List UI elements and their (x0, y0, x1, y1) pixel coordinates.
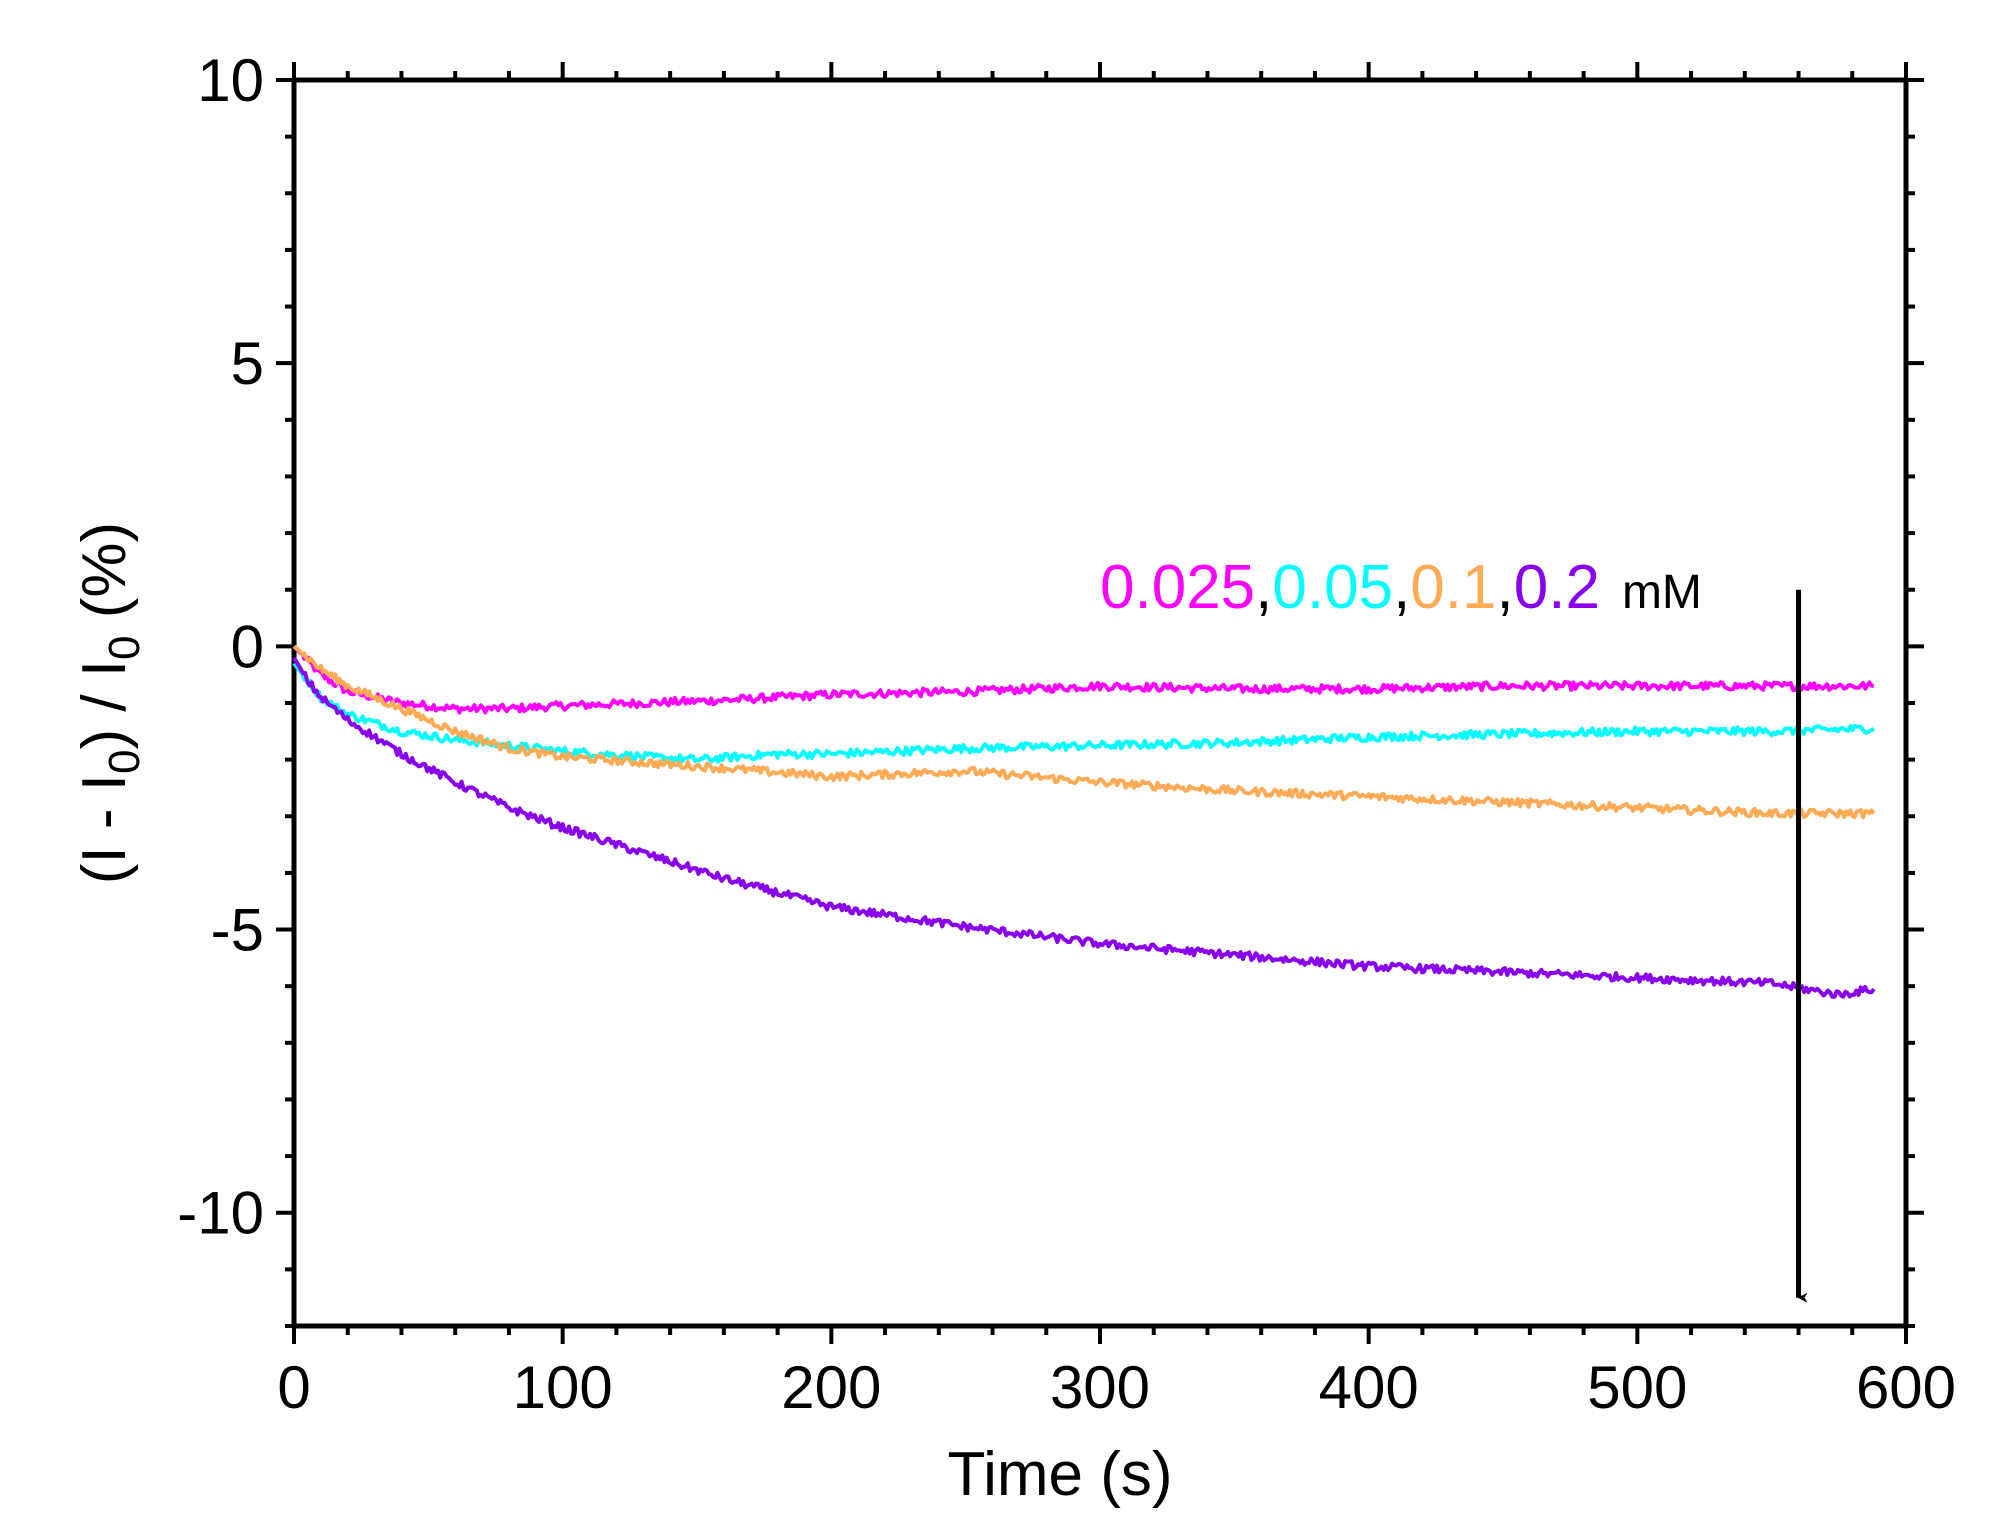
annotation-unit: mM (1622, 566, 1702, 619)
x-tick-labels: 0 100 200 300 400 500 600 (277, 1354, 1956, 1421)
x-tick-label: 400 (1319, 1354, 1419, 1421)
series-lines (292, 644, 1876, 999)
y-tick-label: 0 (231, 613, 264, 680)
series-line-0_1 (292, 644, 1876, 820)
y-axis-title: (I - I0) / I0 (%) (70, 522, 149, 884)
x-tick-label: 300 (1050, 1354, 1150, 1421)
y-tick-label: -5 (211, 897, 264, 964)
annotation-label: 0.1 (1410, 553, 1496, 622)
annotation-label: , (1393, 553, 1410, 622)
y-tick-label: -10 (177, 1180, 264, 1247)
x-tick-label: 200 (781, 1354, 881, 1421)
y-tick-label: 10 (197, 47, 264, 114)
y-tick-labels: 10 5 0 -5 -10 (177, 47, 264, 1247)
series-line-0_05 (292, 662, 1876, 764)
annotation-label: , (1497, 553, 1514, 622)
annotation-label: 0.2 (1514, 553, 1600, 622)
x-tick-label: 100 (513, 1354, 613, 1421)
x-tick-label: 500 (1587, 1354, 1687, 1421)
x-axis-title: Time (s) (948, 1440, 1173, 1509)
annotation-label: , (1255, 553, 1272, 622)
annotation-label: 0.025 (1100, 553, 1255, 622)
series-line-0_025 (292, 644, 1875, 715)
y-tick-label: 5 (231, 330, 264, 397)
x-tick-label: 600 (1856, 1354, 1956, 1421)
x-tick-label: 0 (277, 1354, 310, 1421)
series-line-0_2 (292, 656, 1876, 999)
axis-ticks (276, 62, 1924, 1344)
concentration-annotation: 0.025,0.05,0.1,0.2 mM (1100, 553, 1702, 622)
annotation-label: 0.05 (1272, 553, 1393, 622)
